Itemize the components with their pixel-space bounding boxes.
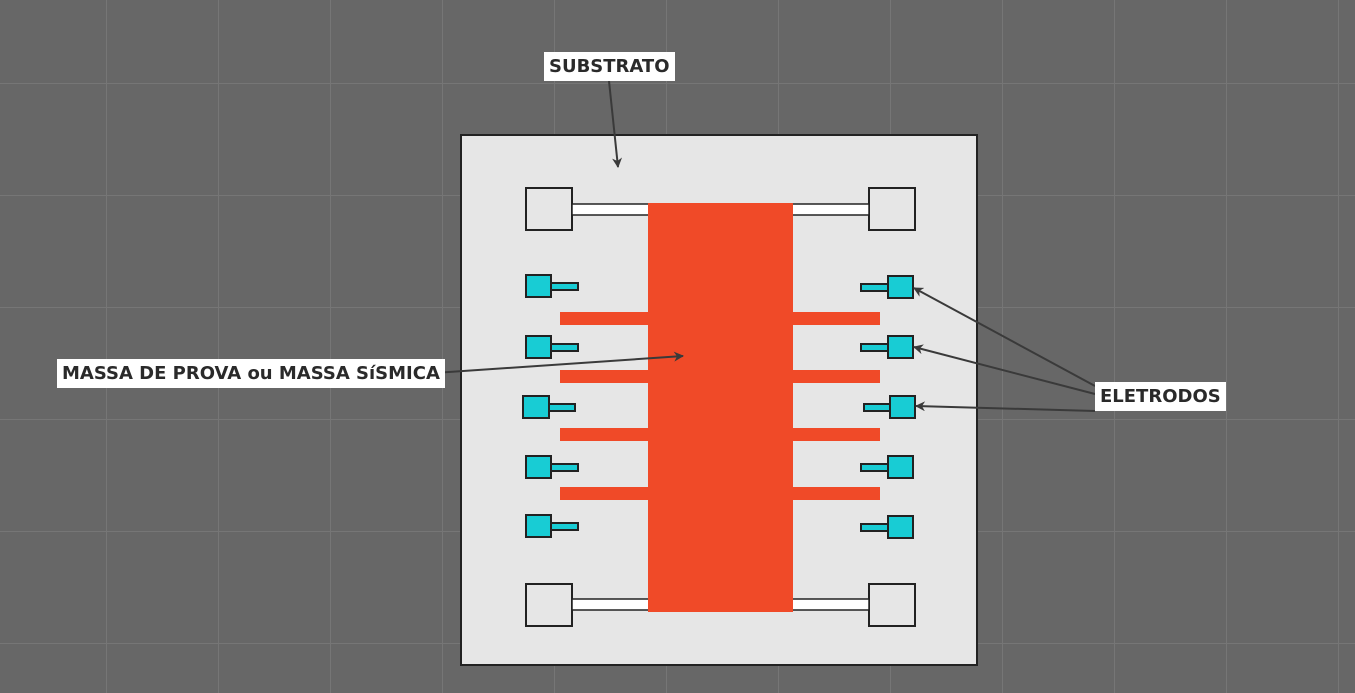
anchor-bottom-right <box>868 583 916 627</box>
electrode-left-5-pad <box>525 514 552 538</box>
electrode-right-2-pad <box>887 335 914 359</box>
electrode-right-4-pad <box>887 455 914 479</box>
electrodes-left <box>522 274 579 538</box>
finger-right-3 <box>790 428 880 441</box>
electrode-left-2-pad <box>525 335 552 359</box>
electrode-left-4-pad <box>525 455 552 479</box>
proof-mass-fingers <box>560 312 880 500</box>
finger-left-4 <box>560 487 650 500</box>
spring-top-right <box>789 203 870 216</box>
label-electrodes: ELETRODOS <box>1095 382 1226 411</box>
electrode-right-4-arm <box>860 463 889 472</box>
anchor-top-right <box>868 187 916 231</box>
electrode-left-5-arm <box>550 522 579 531</box>
anchor-bottom-left <box>525 583 573 627</box>
electrode-left-1-arm <box>550 282 579 291</box>
electrode-right-5-pad <box>887 515 914 539</box>
anchor-top-left <box>525 187 573 231</box>
arrow-icon <box>913 344 1096 395</box>
finger-left-2 <box>560 370 650 383</box>
finger-right-2 <box>790 370 880 383</box>
arrow-icon <box>915 401 1096 412</box>
finger-right-1 <box>790 312 880 325</box>
spring-bottom-left <box>571 598 651 611</box>
electrode-right-3-pad <box>889 395 916 419</box>
spring-bottom-right <box>789 598 870 611</box>
finger-left-1 <box>560 312 650 325</box>
electrode-right-1-arm <box>860 283 889 292</box>
arrow-icon <box>433 351 684 374</box>
electrode-right-3-arm <box>863 403 891 412</box>
finger-right-4 <box>790 487 880 500</box>
electrodes-right <box>860 275 916 539</box>
electrode-left-3-arm <box>548 403 576 412</box>
electrode-left-3-pad <box>522 395 550 419</box>
electrode-left-2-arm <box>550 343 579 352</box>
electrode-right-2-arm <box>860 343 889 352</box>
arrow-icon <box>608 80 623 168</box>
spring-top-left <box>571 203 651 216</box>
electrode-right-5-arm <box>860 523 889 532</box>
electrode-left-4-arm <box>550 463 579 472</box>
proof-mass <box>648 203 793 612</box>
electrode-left-1-pad <box>525 274 552 298</box>
annotation-arrows <box>433 80 1096 412</box>
label-substrate: SUBSTRATO <box>544 52 675 81</box>
arrow-icon <box>913 287 1096 387</box>
electrode-right-1-pad <box>887 275 914 299</box>
finger-left-3 <box>560 428 650 441</box>
label-proof-mass: MASSA DE PROVA ou MASSA SíSMICA <box>57 359 445 388</box>
